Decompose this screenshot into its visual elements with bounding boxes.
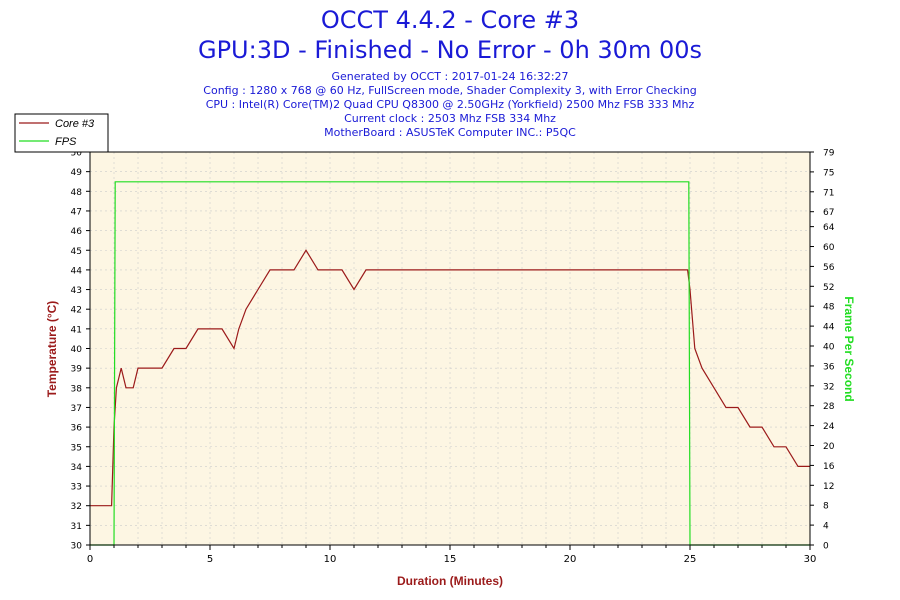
x-tick-label: 30 (804, 554, 817, 565)
y-right-tick-label: 24 (823, 422, 835, 432)
y-right-tick-label: 28 (823, 402, 835, 412)
x-tick-label: 20 (564, 554, 577, 565)
x-axis-label: Duration (Minutes) (397, 574, 503, 588)
y-right-tick-label: 12 (823, 482, 834, 492)
y-right-tick-label: 8 (823, 502, 829, 512)
y-left-tick-label: 34 (71, 463, 83, 473)
y-left-tick-label: 42 (71, 306, 82, 316)
y-left-axis-label: Temperature (°C) (45, 301, 59, 398)
y-right-tick-label: 71 (823, 188, 834, 198)
x-tick-label: 10 (324, 554, 337, 565)
y-right-tick-label: 44 (823, 323, 835, 333)
y-right-tick-label: 79 (823, 149, 835, 159)
y-left-tick-label: 45 (71, 247, 82, 257)
y-right-tick-label: 64 (823, 223, 835, 233)
y-left-tick-label: 37 (71, 404, 82, 414)
chart-title: OCCT 4.4.2 - Core #3 (320, 6, 580, 34)
legend-core3-label: Core #3 (55, 118, 95, 130)
info-motherboard: MotherBoard : ASUSTeK Computer INC.: P5Q… (324, 126, 576, 139)
y-right-tick-label: 36 (823, 362, 835, 372)
series-fps-line (90, 181, 810, 546)
y-right-tick-label: 60 (823, 243, 835, 253)
y-left-tick-label: 44 (71, 266, 83, 276)
y-right-axis-label: Frame Per Second (842, 296, 856, 401)
chart-subtitle: GPU:3D - Finished - No Error - 0h 30m 00… (197, 36, 702, 64)
y-right-tick-label: 4 (823, 522, 829, 532)
info-config: Config : 1280 x 768 @ 60 Hz, FullScreen … (203, 84, 697, 97)
y-right-tick-label: 32 (823, 382, 834, 392)
y-left-tick-label: 46 (71, 227, 83, 237)
x-tick-label: 25 (684, 554, 697, 565)
x-ticks: 0 5 10 15 20 25 30 (87, 545, 817, 565)
y-left-tick-label: 50 (71, 149, 83, 159)
plot-frame (89, 151, 811, 546)
legend: Core #3 FPS (14, 113, 109, 153)
y-left-tick-label: 36 (71, 424, 83, 434)
y-left-tick-label: 33 (71, 483, 82, 493)
y-left-tick-label: 48 (71, 188, 83, 198)
y-right-tick-label: 0 (823, 542, 829, 552)
y-left-tick-label: 40 (71, 345, 83, 355)
y-left-tick-label: 41 (71, 325, 82, 335)
y-left-ticks: 30 31 32 33 34 35 36 37 38 39 40 41 42 43 44 45 46 47 48 49… (71, 149, 90, 552)
legend-box (14, 113, 109, 153)
x-tick-label: 15 (444, 554, 457, 565)
y-right-tick-label: 56 (823, 263, 835, 273)
legend-fps-label: FPS (55, 136, 77, 148)
y-left-tick-label: 49 (71, 168, 83, 178)
y-right-tick-label: 20 (823, 442, 835, 452)
y-right-tick-label: 40 (823, 343, 835, 353)
y-left-tick-label: 47 (71, 207, 82, 217)
y-left-tick-label: 31 (71, 522, 82, 532)
info-clock: Current clock : 2503 Mhz FSB 334 Mhz (344, 112, 556, 125)
y-left-tick-label: 39 (71, 365, 83, 375)
y-left-tick-label: 32 (71, 502, 82, 512)
y-left-tick-label: 30 (71, 542, 83, 552)
y-right-tick-label: 16 (823, 462, 835, 472)
y-left-tick-label: 38 (71, 384, 83, 394)
y-right-tick-label: 52 (823, 283, 834, 293)
y-left-tick-label: 43 (71, 286, 82, 296)
x-tick-label: 0 (87, 554, 93, 565)
y-left-tick-label: 35 (71, 443, 82, 453)
y-right-tick-label: 48 (823, 303, 835, 313)
x-tick-label: 5 (207, 554, 213, 565)
info-generated: Generated by OCCT : 2017-01-24 16:32:27 (331, 70, 569, 83)
info-cpu: CPU : Intel(R) Core(TM)2 Quad CPU Q8300 … (205, 98, 695, 111)
y-right-tick-label: 75 (823, 168, 834, 178)
y-right-tick-label: 67 (823, 208, 834, 218)
